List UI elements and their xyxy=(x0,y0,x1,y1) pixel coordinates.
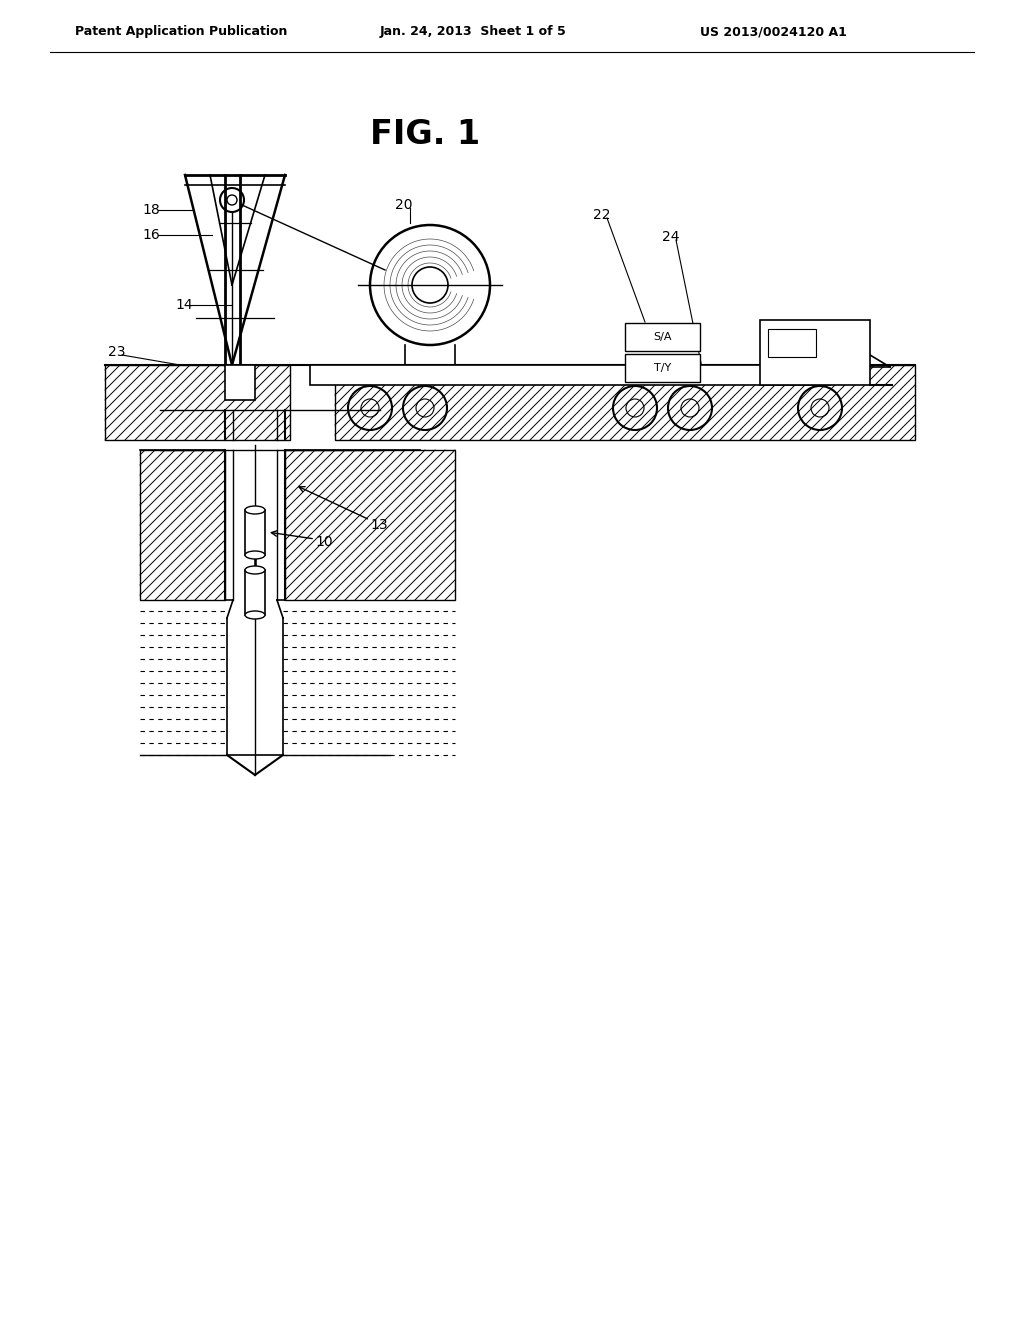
Bar xyxy=(285,450,455,601)
Bar xyxy=(760,319,870,385)
Text: 10: 10 xyxy=(315,535,333,549)
Text: 16: 16 xyxy=(142,228,160,242)
Bar xyxy=(625,323,700,351)
Text: T/Y: T/Y xyxy=(654,363,671,374)
Text: 20: 20 xyxy=(395,198,413,213)
Bar xyxy=(225,366,255,400)
Text: 22: 22 xyxy=(593,209,610,222)
Text: 13: 13 xyxy=(370,517,388,532)
Text: Patent Application Publication: Patent Application Publication xyxy=(75,25,288,38)
Text: FIG. 1: FIG. 1 xyxy=(370,119,480,152)
Text: US 2013/0024120 A1: US 2013/0024120 A1 xyxy=(700,25,847,38)
Ellipse shape xyxy=(245,506,265,513)
Text: 18: 18 xyxy=(142,203,160,216)
Text: S/A: S/A xyxy=(653,333,672,342)
Bar xyxy=(335,366,915,440)
Text: 14: 14 xyxy=(175,298,193,312)
Bar xyxy=(625,354,700,381)
Text: Jan. 24, 2013  Sheet 1 of 5: Jan. 24, 2013 Sheet 1 of 5 xyxy=(380,25,566,38)
Ellipse shape xyxy=(245,611,265,619)
Bar xyxy=(768,329,816,356)
Text: 23: 23 xyxy=(108,345,126,359)
Bar xyxy=(245,510,265,554)
Bar xyxy=(105,366,290,440)
Bar xyxy=(245,570,265,615)
Bar xyxy=(310,366,830,385)
Text: 24: 24 xyxy=(662,230,680,244)
Bar xyxy=(140,450,225,601)
Ellipse shape xyxy=(245,566,265,574)
Ellipse shape xyxy=(245,550,265,558)
